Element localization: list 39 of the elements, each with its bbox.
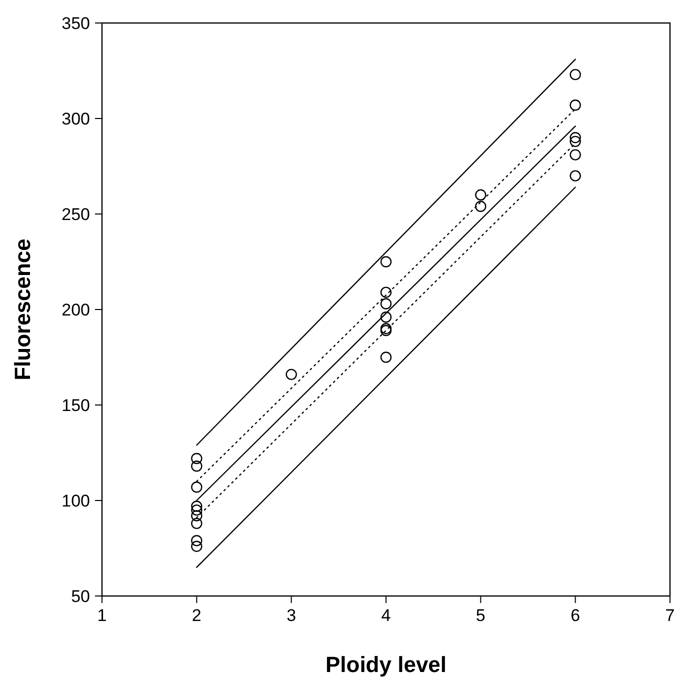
y-tick-label: 150 — [62, 396, 90, 415]
point — [475, 200, 486, 212]
point — [191, 504, 202, 516]
x-tick-label: 1 — [97, 606, 107, 625]
y-tick-label: 250 — [62, 204, 90, 224]
point — [475, 189, 486, 200]
y-tick-label: 200 — [62, 300, 90, 320]
x-axis-title: Ploidy level — [325, 652, 447, 677]
x-tick-label: 5 — [476, 606, 486, 625]
point — [570, 149, 581, 160]
point — [570, 170, 581, 182]
point — [570, 100, 581, 111]
point — [191, 510, 202, 522]
x-tick-label: 7 — [665, 606, 675, 625]
x-tick-label: 3 — [286, 606, 296, 625]
point — [191, 452, 202, 464]
point — [570, 136, 581, 148]
y-tick-label: 100 — [62, 491, 90, 510]
y-tick-label: 50 — [71, 586, 90, 606]
x-tick-label: 4 — [381, 606, 391, 625]
point — [191, 500, 202, 512]
point — [380, 352, 392, 363]
point — [191, 482, 202, 493]
x-tick-label: 2 — [192, 606, 202, 625]
y-tick-label: 300 — [62, 109, 90, 128]
point — [286, 368, 297, 380]
y-axis-title: Fluorescence — [10, 238, 35, 380]
x-tick-label: 6 — [570, 606, 580, 625]
point — [191, 460, 202, 472]
point — [380, 286, 392, 298]
point — [191, 518, 202, 530]
point — [570, 132, 581, 144]
point — [191, 540, 202, 552]
y-tick-label: 350 — [62, 14, 90, 33]
point — [570, 68, 581, 80]
point — [380, 298, 392, 310]
point — [380, 256, 392, 268]
point — [191, 535, 202, 546]
point — [380, 312, 392, 323]
